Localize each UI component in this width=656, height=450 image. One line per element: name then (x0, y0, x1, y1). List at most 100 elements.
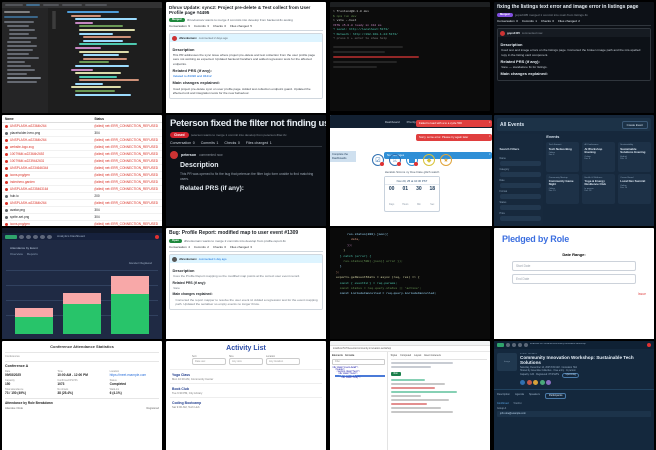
filter-input[interactable]: Date asc (192, 358, 226, 365)
pr-tabs[interactable]: Conversation 4 Commits 2 Checks 0 Files cha… (169, 245, 323, 252)
search-filters-panel[interactable]: Search Filters Name Category Date Format… (497, 134, 544, 225)
github-pr-peterson[interactable]: Peterson fixed the filter not finding us… (166, 115, 326, 226)
code-area[interactable] (57, 8, 162, 113)
tab-files-changed[interactable]: Files changed 1 (245, 140, 272, 145)
filter-input[interactable]: Filter (332, 359, 385, 365)
analytics-dashboard-chart[interactable]: Analytics Dashboard Attendance by Event … (2, 228, 162, 339)
thumbnail-cell[interactable]: res.status(200).json({ data, }); } } cat… (328, 226, 492, 339)
url-bar[interactable]: localhost:5173/events/community-innovati… (330, 346, 490, 352)
activity-filters[interactable]: Sort Date asc Size Any size Location Any… (170, 355, 322, 365)
event-tabs[interactable]: Description Agenda Speakers Participants (494, 388, 654, 402)
code-editor-node[interactable]: res.status(200).json({ data, }); } } cat… (330, 228, 490, 339)
award-icon[interactable]: ♖ (389, 154, 401, 166)
filter-value[interactable] (499, 205, 541, 210)
table-row[interactable]: UNSPLASH-w2234646344 (failed) net::ERR_CO… (2, 165, 162, 172)
tab-computed[interactable]: Computed (400, 354, 412, 357)
tree-items[interactable]: <header> <section class="hero"> <div class… (332, 369, 385, 379)
thumbnail-cell[interactable]: Pledged by Role Date Range: Start Date E… (492, 226, 656, 339)
conference-attendance-statistics[interactable]: Conference Attendance Statistics Confere… (2, 341, 162, 450)
table-row[interactable]: 1007964f-w2239442631 (failed) net::ERR_CO… (2, 158, 162, 165)
table-row[interactable]: UNSPLASH-w22364h264 (failed) net::ERR_CON… (2, 137, 162, 144)
table-row[interactable]: indexhero.garden (failed) net::ERR_CONNEC… (2, 179, 162, 186)
filter-value[interactable] (499, 216, 541, 221)
status-icons-row[interactable]: ☑ ♖ ◆ ★ (330, 150, 492, 168)
event-card[interactable]: Tech Summit Tech Networking Online Dec 4 (546, 141, 580, 172)
close-icon[interactable]: × (488, 134, 491, 138)
tab-conversation[interactable]: Conversation 0 (497, 19, 518, 24)
toast-error[interactable]: Failed to load with a to a cycle 500 × (416, 120, 492, 128)
tab-checks[interactable]: Checks 0 (224, 140, 240, 145)
thumbnail-cell[interactable]: localhost:5173/events/community-innovati… (328, 339, 492, 450)
tab-conversation[interactable]: Conversation 0 (170, 140, 195, 145)
dom-tree-node[interactable]: <div class="meta"> (338, 373, 358, 375)
table-row[interactable]: placeholder-hero.png 304 (2, 130, 162, 137)
panel-tabs[interactable]: Elements Console (332, 354, 385, 357)
pledged-by-role-page[interactable]: Pledged by Role Date Range: Start Date E… (494, 228, 654, 339)
github-pr-sync-report[interactable]: Bug: Profile Report: modified map to use… (166, 228, 326, 339)
list-item[interactable]: Coding Bootcamp Sat 9:00 AM, Tech Hub (170, 397, 322, 411)
nav-item-priority[interactable]: Priority (406, 119, 416, 124)
devtools-network-panel[interactable]: Name Status UNSPLASH-w22364h264 (failed) … (2, 115, 162, 226)
table-row[interactable]: 1007964f-w22364h2653 (failed) net::ERR_CO… (2, 151, 162, 158)
subtab-confirmed[interactable]: Confirmed (497, 401, 509, 405)
chart-subnav[interactable]: Overview Reports (10, 252, 154, 256)
tree-root[interactable]: <div class="event-detail"> (332, 367, 359, 369)
event-card[interactable]: Health & Wellness Yoga & Energy Resilienc… (581, 174, 616, 204)
event-card[interactable]: Community Meetup Community Game Night Onli… (546, 174, 580, 204)
events-grid[interactable]: Tech Summit Tech Networking Online Dec 4 AI … (546, 141, 651, 204)
close-icon[interactable]: × (488, 120, 491, 124)
list-item[interactable]: Yoga Class Mon 10:00 AM, Community Center (170, 369, 322, 383)
network-rows[interactable]: UNSPLASH-w22364h264 (failed) net::ERR_CON… (2, 123, 162, 226)
nav-item-dashboard[interactable]: Dashboard (384, 119, 400, 124)
table-row[interactable]: hub.io 200 (2, 193, 162, 200)
filter-value[interactable] (499, 172, 541, 177)
browser-toolbar[interactable]: localhost:5173/events/community-innovati… (494, 341, 654, 349)
tab-files-changed[interactable]: Files changed 5 (230, 24, 252, 29)
event-card[interactable]: AI Conference AI Workshop Evening Online De… (581, 141, 616, 172)
checklist-icon[interactable]: ☑ (372, 154, 384, 166)
event-subtabs[interactable]: Confirmed Waitlist (494, 402, 654, 405)
tab-event-listeners[interactable]: Event Listeners (424, 354, 441, 357)
pr-tabs[interactable]: Conversation 0 Commits 1 Checks 0 Files cha… (170, 141, 322, 148)
thumbnail-cell[interactable]: fixing the listings text error and image… (492, 0, 656, 113)
dom-tree-node[interactable]: <header> (335, 369, 345, 371)
pr-tabs[interactable]: Conversation 9 Commits 3 Checks 0 Files cha… (169, 24, 323, 31)
run-button[interactable]: Run (390, 371, 401, 376)
thumbnail-cell[interactable]: Analytics Dashboard Attendance by Event … (0, 226, 164, 339)
tab-elements[interactable]: Elements (332, 354, 343, 357)
tab-speakers[interactable]: Speakers (528, 392, 540, 396)
breadcrumb[interactable]: Conferences (5, 355, 20, 358)
thumbnail-cell[interactable]: Name Status UNSPLASH-w22364h264 (failed) … (0, 113, 164, 226)
countdown-page[interactable]: Dashboard Priority Dashboards Failed to … (330, 115, 492, 226)
styles-tabs[interactable]: Styles Computed Layout Event Listeners (390, 354, 487, 360)
tab-commits[interactable]: Commits 1 (521, 19, 537, 24)
tab-checks[interactable]: Checks 0 (540, 19, 555, 24)
list-item[interactable]: Book Club Tue 6:30 PM, City Library (170, 383, 322, 397)
activity-list-page[interactable]: Activity List Sort Date asc Size Any siz… (166, 341, 326, 450)
editor-tab-bar[interactable] (2, 2, 162, 8)
tab-files-changed[interactable]: Files changed 2 (558, 19, 580, 24)
tab-participants[interactable]: Participants (544, 392, 567, 399)
participant-row[interactable]: john.doe@example.com (497, 410, 651, 417)
event-card[interactable]: Career Board Local Dev Summit Online Dec 20 (617, 174, 651, 204)
tab-checks[interactable]: Checks 0 (212, 24, 227, 29)
filter-select[interactable]: Any size (229, 358, 263, 365)
github-pr-dark-listings[interactable]: fixing the listings text error and image… (494, 2, 654, 113)
tab-commits[interactable]: Commits 1 (200, 140, 219, 145)
filter-sort[interactable]: Sort Date asc (192, 355, 226, 365)
tab-layout[interactable]: Layout (414, 354, 422, 357)
tab-description[interactable]: Description (497, 392, 510, 396)
event-card[interactable]: Sustainability Sustainable Solutions Even… (617, 141, 651, 172)
dom-tree-node[interactable]: <div class="body"> (341, 377, 361, 379)
devtools-inspector[interactable]: localhost:5173/events/community-innovati… (330, 341, 490, 450)
dom-tree-node[interactable]: <ul class="tabs"> (335, 375, 385, 377)
filter-size[interactable]: Size Any size (229, 355, 263, 365)
tab-checks[interactable]: Checks 0 (212, 245, 227, 250)
table-row[interactable]: UNSPLASH-w22364h264 (failed) net::ERR_CON… (2, 200, 162, 207)
thumbnail-cell[interactable]: Dashboard Priority Dashboards Failed to … (328, 113, 492, 226)
thumbnail-cell[interactable]: Activity List Sort Date asc Size Any siz… (164, 339, 328, 450)
thumbnail-cell[interactable]: All Events Create Event Search Filters N… (492, 113, 656, 226)
create-event-button[interactable]: Create Event (621, 120, 648, 129)
tab-styles[interactable]: Styles (390, 354, 398, 357)
end-date-input[interactable]: End Date (512, 274, 636, 284)
